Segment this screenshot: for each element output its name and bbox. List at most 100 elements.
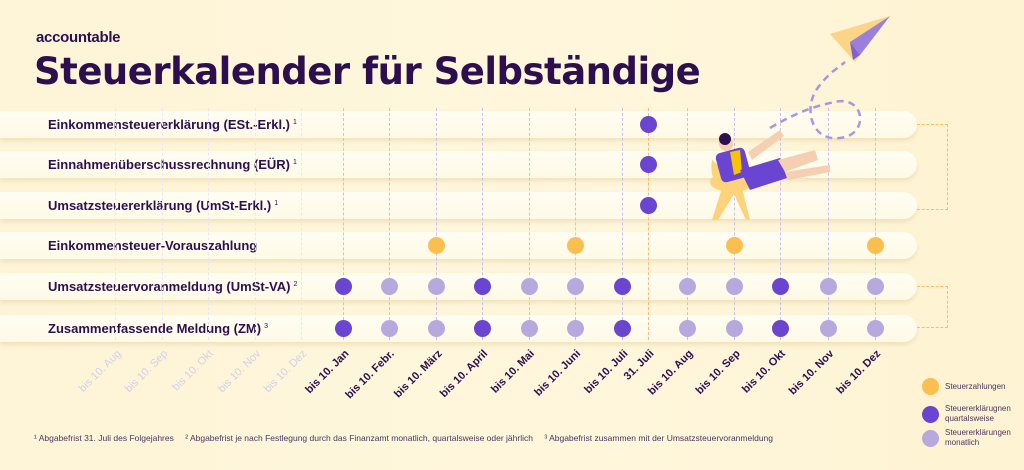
deadline-dot-monatlich — [678, 277, 696, 295]
column-line-previous-year — [208, 108, 209, 340]
row-label-text: Umsatzsteuervoranmeldung (UmSt-VA) — [48, 279, 291, 294]
legend-dot-steuerzahlung — [922, 378, 939, 395]
deadline-dot-quartalsweise — [639, 196, 657, 214]
column-line — [389, 108, 390, 340]
column-line — [529, 108, 530, 340]
column-line-previous-year — [162, 108, 163, 340]
calendar-row: Zusammenfassende Meldung (ZM) 3 — [0, 315, 917, 342]
column-line — [828, 108, 829, 340]
deadline-dot-monatlich — [566, 319, 584, 337]
legend-label: Steuererklärungen monatlich — [945, 428, 1011, 447]
month-label: bis 10. März — [392, 347, 445, 401]
month-label: bis 10. Jan — [303, 347, 352, 397]
row-label-text: Einnahmenüberschussrechnung (EÜR) — [48, 157, 290, 172]
deadline-dot-monatlich — [566, 277, 584, 295]
column-line — [687, 108, 688, 340]
legend-item-quartalsweise: Steuererklärugnen quartalsweise — [922, 404, 1024, 424]
legend-label: Steuerzahlungen — [945, 381, 1006, 391]
calendar-row: Einkommensteuer-Vorauszahlung — [0, 232, 917, 259]
column-line-previous-year — [301, 108, 302, 340]
legend-dot-quartalsweise — [922, 405, 939, 423]
deadline-dot-monatlich — [725, 277, 743, 295]
deadline-dot-monatlich — [725, 319, 743, 337]
calendar-row: Umsatzsteuervoranmeldung (UmSt-VA) 2 — [0, 273, 917, 300]
month-label: bis 10. Sep — [693, 347, 743, 397]
calendar-row: Einkommensteuererklärung (ESt.-Erkl.) 1 — [0, 111, 917, 138]
previous-year-month-label: bis 10. Okt — [170, 347, 216, 394]
column-line — [575, 108, 576, 340]
row-label: Einnahmenüberschussrechnung (EÜR) 1 — [48, 157, 297, 172]
legend-item-steuerzahlung: Steuerzahlungen — [922, 378, 1024, 395]
row-label: Umsatzsteuererklärung (UmSt-Erkl.) 1 — [48, 198, 278, 213]
footnote-2: ² Abgabefrist je nach Festlegung durch d… — [185, 433, 533, 443]
row-label-text: Einkommensteuer-Vorauszahlung — [48, 238, 258, 253]
previous-year-month-label: bis 10. Sep — [122, 347, 171, 396]
deadline-dot-quartalsweise — [771, 277, 789, 295]
month-label: bis 10. Nov — [786, 347, 837, 398]
month-label: bis 10. Mai — [489, 347, 537, 396]
deadline-dot-quartalsweise — [473, 319, 491, 337]
previous-year-month-label: bis 10. Dez — [261, 347, 310, 396]
previous-year-month-label: bis 10. Nov — [215, 347, 264, 396]
deadline-dot-quartalsweise — [473, 277, 491, 295]
legend-dot-monatlich — [922, 429, 939, 447]
row-label-text: Zusammenfassende Meldung (ZM) — [48, 321, 262, 336]
calendar-row: Umsatzsteuererklärung (UmSt-Erkl.) 1 — [0, 192, 917, 219]
column-line — [648, 108, 649, 340]
bracket-annual-returns — [917, 124, 948, 210]
row-label: Einkommensteuer-Vorauszahlung — [48, 238, 257, 253]
column-line — [482, 108, 483, 340]
row-label-text: Umsatzsteuererklärung (UmSt-Erkl.) — [48, 198, 272, 213]
footnote-1: ¹ Abgabefrist 31. Juli des Folgejahres — [34, 433, 174, 443]
deadline-dot-monatlich — [520, 277, 538, 295]
month-label: bis 10. Juni — [532, 347, 584, 399]
deadline-dot-steuerzahlung — [725, 236, 743, 254]
deadline-dot-monatlich — [819, 277, 837, 295]
deadline-dot-monatlich — [520, 319, 538, 337]
illustration-relaxing-person-paper-plane — [710, 16, 890, 220]
footnote-marker: 2 — [293, 280, 298, 288]
footnote-marker: 1 — [274, 199, 279, 207]
deadline-dot-monatlich — [866, 277, 884, 295]
deadline-dot-steuerzahlung — [866, 236, 884, 254]
deadline-dot-quartalsweise — [639, 155, 657, 173]
column-line — [436, 108, 437, 340]
deadline-dot-monatlich — [819, 319, 837, 337]
row-label: Einkommensteuererklärung (ESt.-Erkl.) 1 — [48, 117, 297, 132]
legend-item-monatlich: Steuererklärungen monatlich — [922, 428, 1024, 448]
month-label: bis 10. Okt — [740, 347, 788, 396]
deadline-dot-quartalsweise — [771, 319, 789, 337]
accountable-logo: accountable — [36, 29, 121, 46]
column-line — [622, 108, 623, 340]
deadline-dot-quartalsweise — [334, 277, 352, 295]
deadline-dot-quartalsweise — [613, 277, 631, 295]
column-line — [734, 108, 735, 340]
deadline-dot-monatlich — [380, 277, 398, 295]
deadline-dot-steuerzahlung — [566, 236, 584, 254]
column-line — [343, 108, 344, 340]
deadline-dot-monatlich — [427, 277, 445, 295]
page-title: Steuerkalender für Selbständige — [34, 50, 701, 93]
footnote-marker: 1 — [293, 118, 297, 126]
row-label: Zusammenfassende Meldung (ZM) 3 — [48, 321, 268, 336]
deadline-dot-monatlich — [380, 319, 398, 337]
deadline-dot-quartalsweise — [639, 115, 657, 133]
deadline-dot-monatlich — [866, 319, 884, 337]
month-label: bis 10. April — [437, 347, 491, 401]
column-line-previous-year — [255, 108, 256, 340]
deadline-dot-monatlich — [678, 319, 696, 337]
legend-label: Steuererklärugnen quartalsweise — [945, 404, 1011, 423]
row-label-text: Einkommensteuererklärung (ESt.-Erkl.) — [48, 117, 291, 132]
deadline-dot-monatlich — [427, 319, 445, 337]
deadline-dot-quartalsweise — [334, 319, 352, 337]
deadline-dot-quartalsweise — [613, 319, 631, 337]
previous-year-month-label: bis 10. Aug — [76, 347, 124, 395]
deadline-dot-steuerzahlung — [427, 236, 445, 254]
footnote-marker: 1 — [292, 158, 297, 166]
month-label: bis 10. Dez — [834, 347, 884, 397]
row-label: Umsatzsteuervoranmeldung (UmSt-VA) 2 — [48, 279, 297, 294]
column-line — [875, 108, 876, 340]
footnotes: ¹ Abgabefrist 31. Juli des Folgejahres ²… — [34, 433, 782, 443]
bracket-vat-returns — [917, 286, 948, 328]
column-line-previous-year — [115, 108, 116, 340]
